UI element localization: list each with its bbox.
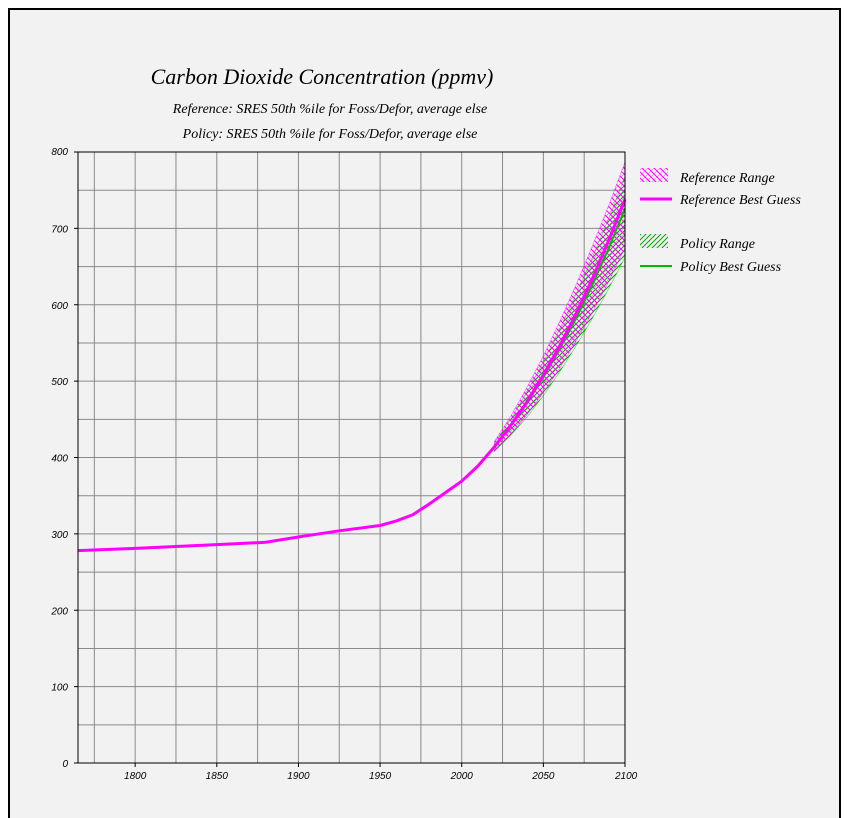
x-tick-label: 1850 xyxy=(206,771,229,782)
legend-label-policy-best: Policy Best Guess xyxy=(679,260,782,275)
legend-label-reference-range: Reference Range xyxy=(679,171,775,186)
y-axis-ticks: 0 100 200 300 400 500 600 700 800 xyxy=(50,147,78,770)
chart-subtitle-reference: Reference: SRES 50th %ile for Foss/Defor… xyxy=(172,102,487,117)
y-tick-label: 700 xyxy=(51,224,68,235)
y-tick-label: 100 xyxy=(51,683,68,694)
range-band-reference xyxy=(494,161,626,453)
series-line-reference-best-guess xyxy=(77,198,627,553)
y-tick-label: 600 xyxy=(51,301,68,312)
y-tick-label: 800 xyxy=(51,147,68,158)
range-bands xyxy=(494,161,626,453)
x-axis-ticks: 1800 1850 1900 1950 2000 2050 2100 xyxy=(124,763,638,782)
legend: Reference Range Reference Best Guess Pol… xyxy=(640,168,801,275)
y-tick-label: 500 xyxy=(51,377,68,388)
x-tick-label: 2100 xyxy=(614,771,638,782)
y-tick-label: 400 xyxy=(51,454,68,465)
y-tick-label: 200 xyxy=(50,606,68,617)
chart-frame xyxy=(8,8,841,818)
legend-swatch-policy-range xyxy=(640,234,668,248)
chart-subtitle-policy: Policy: SRES 50th %ile for Foss/Defor, a… xyxy=(182,127,478,142)
x-tick-label: 2000 xyxy=(450,771,474,782)
x-tick-label: 1900 xyxy=(287,771,310,782)
series-lines xyxy=(77,198,627,553)
legend-label-policy-range: Policy Range xyxy=(679,237,755,252)
legend-swatch-reference-range xyxy=(640,168,668,182)
x-tick-label: 1950 xyxy=(369,771,392,782)
legend-label-reference-best: Reference Best Guess xyxy=(679,193,801,208)
x-tick-label: 1800 xyxy=(124,771,147,782)
chart-title: Carbon Dioxide Concentration (ppmv) xyxy=(151,64,494,89)
y-tick-label: 300 xyxy=(51,530,68,541)
x-tick-label: 2050 xyxy=(531,771,555,782)
y-tick-label: 0 xyxy=(62,759,68,770)
grid xyxy=(78,152,625,763)
